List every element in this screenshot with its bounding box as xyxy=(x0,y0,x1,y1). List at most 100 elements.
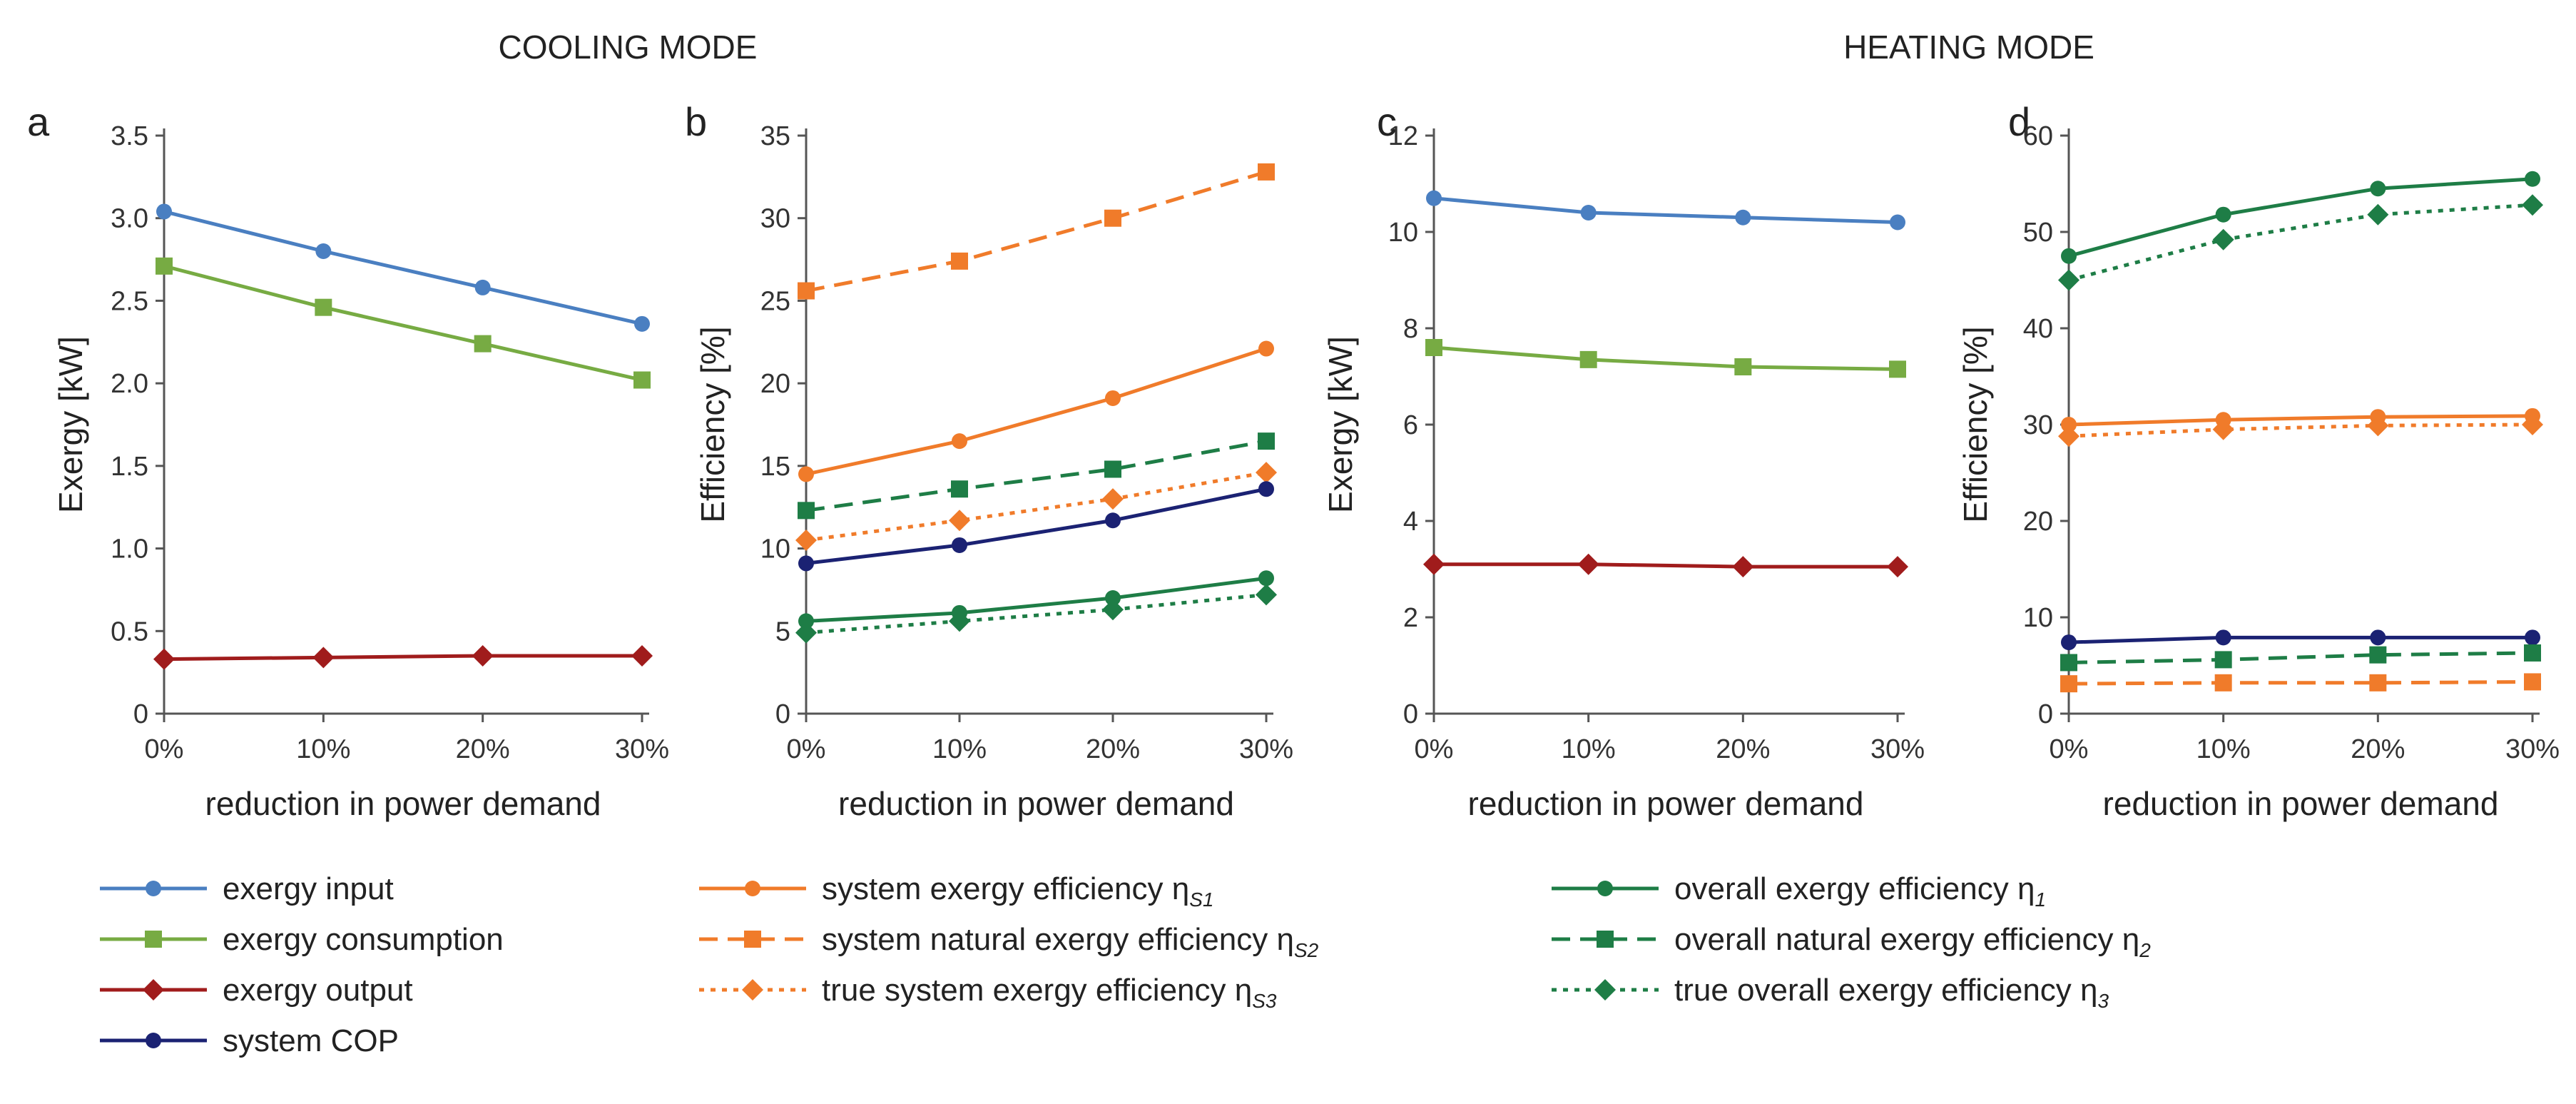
legend-swatch-marker xyxy=(1597,881,1613,896)
y-tick-label: 20 xyxy=(760,369,790,399)
series-line xyxy=(805,487,1267,565)
data-point xyxy=(949,510,970,532)
data-point xyxy=(798,613,814,629)
data-point xyxy=(633,371,651,389)
legend-swatch-marker xyxy=(1594,979,1616,1001)
y-tick-label: 60 xyxy=(2023,121,2053,151)
legend-subscript: 3 xyxy=(2097,990,2109,1012)
series-system-cop xyxy=(2061,629,2540,651)
data-point xyxy=(1258,163,1275,181)
data-point xyxy=(795,530,817,551)
series-line xyxy=(163,654,642,662)
series-line xyxy=(805,576,1267,623)
legend-item-true-system-exergy-efficiency-s3: true system exergy efficiency ηS3 xyxy=(699,973,1277,1012)
data-point xyxy=(2525,629,2540,646)
y-tick-label: 6 xyxy=(1403,410,1418,440)
data-point xyxy=(2061,634,2077,651)
heating-mode-title: HEATING MODE xyxy=(1843,29,2094,66)
series-exergy-input xyxy=(156,203,650,332)
legend-label: true overall exergy efficiency η3 xyxy=(1674,973,2109,1012)
data-point xyxy=(2369,646,2387,664)
x-tick-label: 10% xyxy=(296,734,350,764)
x-tick-label: 30% xyxy=(615,734,669,764)
legend-swatch-marker xyxy=(146,881,161,896)
data-point xyxy=(2215,206,2231,223)
x-tick-label: 30% xyxy=(1239,734,1293,764)
y-tick-label: 0 xyxy=(1403,699,1418,729)
legend: exergy input exergy consumption exergy out… xyxy=(100,871,2151,1058)
y-tick-label: 30 xyxy=(760,204,790,234)
series-true-system-exergy-efficiency-s3 xyxy=(2058,414,2543,447)
data-point xyxy=(798,502,815,520)
series-line xyxy=(2068,635,2532,644)
y-tick-label: 50 xyxy=(2023,218,2053,248)
series-overall-exergy-efficiency-1 xyxy=(798,570,1274,629)
series-line xyxy=(805,592,1267,635)
data-point xyxy=(1104,209,1121,227)
data-point xyxy=(2367,415,2389,437)
data-point xyxy=(2060,675,2077,693)
y-tick-label: 10 xyxy=(760,535,790,564)
data-point xyxy=(315,298,332,316)
x-axis-title: reduction in power demand xyxy=(1468,785,1864,822)
data-point xyxy=(2522,414,2543,435)
legend-label: overall exergy efficiency η1 xyxy=(1674,871,2046,911)
legend-item-exergy-consumption: exergy consumption xyxy=(100,922,504,957)
data-point xyxy=(1258,340,1274,357)
data-point xyxy=(2369,674,2387,692)
data-point xyxy=(2061,248,2077,264)
y-tick-label: 2 xyxy=(1403,603,1418,633)
data-point xyxy=(2214,651,2232,669)
chart-panels: a00.51.01.52.02.53.03.50% 10% 20% 30%reduct… xyxy=(27,99,2560,822)
legend-swatch-marker xyxy=(742,979,763,1001)
data-point xyxy=(2524,673,2541,691)
series-line xyxy=(2068,203,2533,282)
legend-item-overall-exergy-efficiency-1: overall exergy efficiency η1 xyxy=(1552,871,2046,911)
data-point xyxy=(1102,599,1124,621)
legend-label: overall natural exergy efficiency η2 xyxy=(1674,922,2151,961)
panel-letter: b xyxy=(685,99,707,144)
y-tick-label: 0 xyxy=(133,699,148,729)
series-line xyxy=(163,210,643,326)
y-tick-label: 0 xyxy=(775,699,790,729)
legend-item-system-natural-exergy-efficiency-s2: system natural exergy efficiency ηS2 xyxy=(699,922,1319,961)
legend-item-true-overall-exergy-efficiency-3: true overall exergy efficiency η3 xyxy=(1552,973,2109,1012)
data-point xyxy=(798,466,814,482)
series-system-cop xyxy=(798,481,1274,572)
series-line xyxy=(2068,651,2533,664)
x-axis-title: reduction in power demand xyxy=(205,785,601,822)
series-line xyxy=(2068,177,2533,258)
y-axis-title: Efficiency [%] xyxy=(1957,326,1994,522)
series-system-exergy-efficiency-s1 xyxy=(798,340,1274,482)
data-point xyxy=(1887,556,1908,578)
y-tick-label: 1.0 xyxy=(111,535,148,564)
x-tick-label: 0% xyxy=(145,734,184,764)
legend-label: exergy input xyxy=(223,871,394,906)
legend-item-exergy-output: exergy output xyxy=(100,973,413,1008)
legend-label: exergy consumption xyxy=(223,922,504,957)
legend-swatch-marker xyxy=(145,931,162,948)
x-tick-label: 0% xyxy=(2050,734,2089,764)
series-overall-natural-exergy-efficiency-2 xyxy=(798,432,1275,520)
legend-subscript: S3 xyxy=(1252,990,1277,1012)
x-axis-title: reduction in power demand xyxy=(2103,785,2499,822)
series-line xyxy=(2068,414,2533,427)
data-point xyxy=(2212,418,2234,440)
chart-panel-c: c 0 2 4 6 8 10 12 0% 10% 20% 30%reduction in power … xyxy=(1322,99,1925,822)
y-tick-label: 5 xyxy=(775,617,790,647)
y-tick-label: 0 xyxy=(2038,699,2053,729)
panel-letter: d xyxy=(2008,99,2030,144)
x-tick-label: 30% xyxy=(1870,734,1925,764)
legend-swatch-marker xyxy=(146,1033,161,1048)
x-tick-label: 10% xyxy=(2196,734,2251,764)
data-point xyxy=(474,279,491,295)
x-tick-label: 20% xyxy=(1086,734,1140,764)
y-tick-label: 20 xyxy=(2023,507,2053,537)
x-tick-label: 0% xyxy=(787,734,826,764)
y-axis-title: Exergy [kW] xyxy=(1322,336,1359,513)
x-tick-label: 30% xyxy=(2505,734,2560,764)
data-point xyxy=(1105,512,1121,529)
data-point xyxy=(1423,553,1445,575)
data-point xyxy=(1579,350,1597,368)
